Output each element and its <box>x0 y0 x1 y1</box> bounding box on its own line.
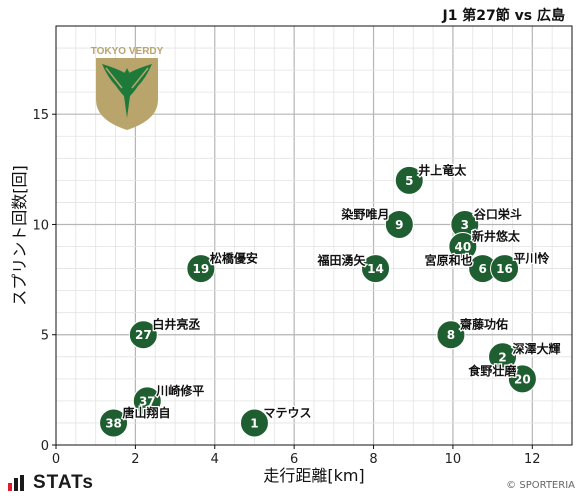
point-marker <box>448 232 478 262</box>
x-tick-label: 8 <box>369 452 377 467</box>
y-tick-label: 10 <box>32 218 49 233</box>
data-point: 9 染野唯月 <box>339 205 414 239</box>
grid-lines <box>56 26 572 445</box>
point-label: 井上竜太 <box>418 162 467 177</box>
data-point: 1 マテウス <box>239 405 313 438</box>
point-label: 白井亮丞 <box>152 317 200 332</box>
point-marker <box>99 408 129 438</box>
data-point: 8 齋藤功佑 <box>436 315 509 350</box>
y-tick-label: 5 <box>41 329 49 344</box>
point-number: 40 <box>454 240 471 254</box>
point-marker <box>507 364 537 394</box>
stats-brand: STATs <box>8 472 94 494</box>
point-number: 3 <box>461 218 469 232</box>
point-marker <box>384 209 414 239</box>
point-label: 齋藤功佑 <box>459 317 508 332</box>
point-number: 6 <box>479 262 487 276</box>
point-label: 谷口栄斗 <box>474 206 522 221</box>
point-marker <box>436 320 466 350</box>
point-number: 1 <box>250 416 258 430</box>
point-number: 14 <box>367 262 384 276</box>
data-points: 5井上竜太3谷口栄斗9染野唯月40新井悠太19松橋優安14福田湧矢6宮原和也16… <box>99 161 562 438</box>
point-marker <box>361 254 391 284</box>
point-marker <box>128 320 158 350</box>
point-marker <box>488 342 518 372</box>
point-marker <box>239 408 269 438</box>
data-point: 3 谷口栄斗 <box>450 205 523 239</box>
eagle-emblem-icon: TOKYO VERDY <box>91 46 164 130</box>
point-label: 染野唯月 <box>340 206 389 221</box>
point-label: 新井悠太 <box>472 229 521 244</box>
point-label: 深澤大輝 <box>513 341 561 356</box>
point-number: 16 <box>496 262 513 276</box>
point-marker <box>132 386 162 416</box>
point-label: 松橋優安 <box>210 251 258 266</box>
y-tick-label: 0 <box>41 439 49 454</box>
plot-frame <box>55 25 573 446</box>
point-number: 9 <box>395 218 403 232</box>
point-number: 38 <box>105 416 122 430</box>
point-marker <box>394 165 424 195</box>
y-axis-label: スプリント回数[回] <box>10 165 29 306</box>
data-point: 2 深澤大輝 <box>488 340 562 372</box>
x-tick-label: 10 <box>445 452 462 467</box>
chart-title: J1 第27節 vs 広島 <box>442 8 565 24</box>
point-label: 平川怜 <box>514 251 550 266</box>
logo-text: TOKYO VERDY <box>91 46 164 57</box>
copyright: © SPORTERIA <box>506 480 575 491</box>
data-point: 5 井上竜太 <box>394 161 469 195</box>
point-label: 唐山翔自 <box>123 405 171 420</box>
point-label: 福田湧矢 <box>317 253 367 268</box>
x-tick-label: 0 <box>52 452 60 467</box>
x-tick-label: 2 <box>131 452 139 467</box>
point-label: 川崎修平 <box>155 383 204 398</box>
point-number: 37 <box>139 394 156 408</box>
x-axis-label: 走行距離[km] <box>263 466 364 485</box>
point-label: 宮原和也 <box>425 253 473 268</box>
data-point: 6 宮原和也 <box>423 251 498 284</box>
point-number: 8 <box>447 328 455 342</box>
point-number: 27 <box>135 328 152 342</box>
brand-name: STATs <box>33 472 94 493</box>
point-marker <box>186 254 216 284</box>
point-label: 食野壮磨 <box>467 363 516 378</box>
point-number: 5 <box>405 174 413 188</box>
point-number: 2 <box>498 350 506 364</box>
point-number: 19 <box>193 262 210 276</box>
bar-chart-icon <box>8 475 24 491</box>
x-tick-label: 4 <box>211 452 219 467</box>
x-tick-label: 6 <box>290 452 298 467</box>
point-marker <box>490 254 520 284</box>
point-number: 20 <box>514 372 531 386</box>
y-tick-label: 15 <box>32 108 49 123</box>
point-label: マテウス <box>263 406 311 420</box>
x-tick-label: 12 <box>524 452 541 467</box>
